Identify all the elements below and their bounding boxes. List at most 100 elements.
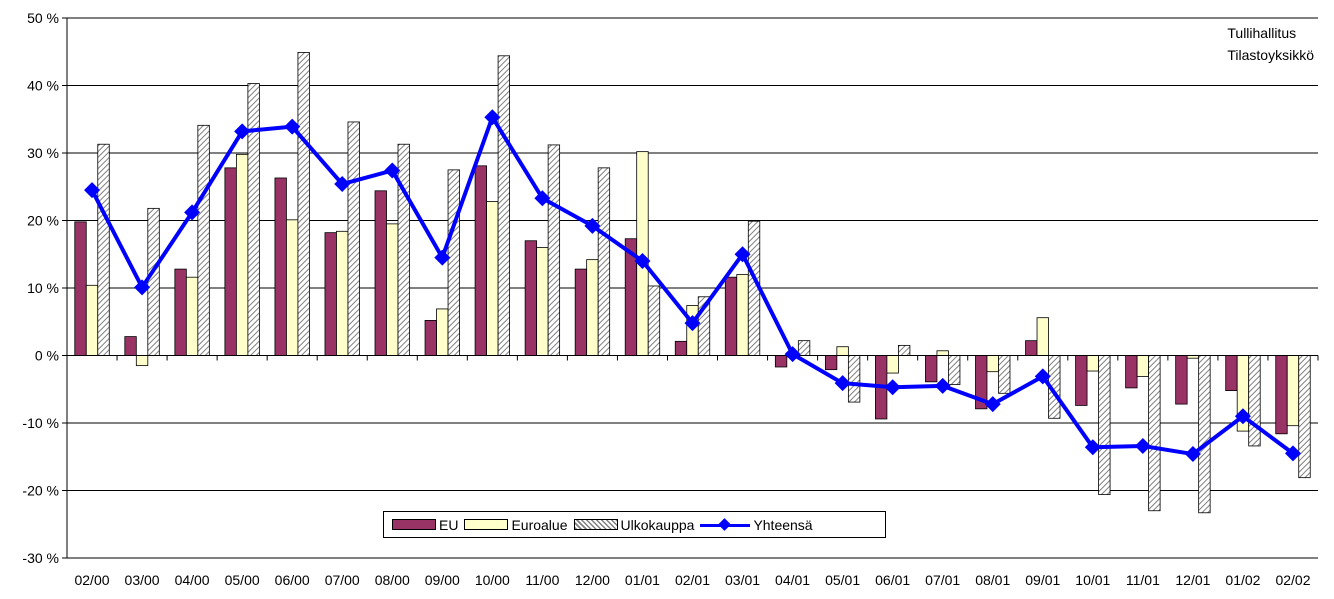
legend-label-eu: EU — [439, 516, 459, 533]
point-yhteensa — [834, 375, 851, 392]
point-yhteensa — [784, 346, 801, 363]
point-yhteensa — [534, 190, 551, 207]
bar-euroalue — [436, 308, 449, 356]
bar-eu — [1075, 355, 1088, 406]
point-yhteensa — [284, 118, 301, 135]
x-tick-label: 06/00 — [275, 572, 310, 588]
bar-ulkokauppa — [397, 143, 410, 356]
x-tick-label: 11/01 — [1126, 572, 1160, 588]
point-yhteensa — [334, 176, 351, 193]
x-tick-label: 08/01 — [975, 572, 1010, 588]
point-yhteensa — [484, 109, 501, 126]
point-yhteensa — [734, 246, 751, 263]
point-yhteensa — [134, 279, 151, 296]
bar-euroalue — [486, 201, 499, 356]
point-yhteensa — [1134, 437, 1151, 454]
bar-ulkokauppa — [1098, 355, 1111, 495]
legend-swatch-eu — [392, 519, 436, 530]
bar-eu — [574, 268, 588, 356]
x-tick-label: 02/01 — [675, 572, 710, 588]
tick-labels: 50 % 40 % 30 % 20 % 10 % 0 % -10 % -20 % -30 % 02… — [22, 10, 1310, 588]
bar-ulkokauppa — [948, 355, 961, 385]
bar-eu — [74, 221, 87, 356]
bar-ulkokauppa — [247, 83, 260, 356]
x-tick-label: 06/01 — [875, 572, 910, 588]
y-tick-label: 0 % — [35, 348, 59, 364]
point-yhteensa — [1084, 439, 1101, 456]
bar-euroalue — [886, 355, 899, 374]
x-tick-label: 03/00 — [125, 572, 160, 588]
x-tick-label: 11/00 — [525, 572, 559, 588]
bar-euroalue — [1036, 317, 1049, 356]
y-tick-label: 20 % — [27, 213, 59, 229]
bar-ulkokauppa — [1148, 355, 1161, 512]
bar-euroalue — [1086, 355, 1099, 372]
bar-ulkokauppa — [1248, 355, 1261, 447]
series-line — [84, 109, 1301, 463]
legend-item-ulkokauppa: Ulkokauppa — [573, 516, 695, 533]
y-tick-label: 40 % — [27, 78, 59, 94]
bar-euroalue — [536, 247, 549, 356]
bar-ulkokauppa — [147, 207, 160, 356]
y-tick-label: 10 % — [27, 280, 59, 296]
legend-label-euroalue: Euroalue — [511, 516, 568, 533]
bar-ulkokauppa — [898, 344, 911, 356]
point-yhteensa — [584, 217, 601, 234]
bar-euroalue — [336, 230, 349, 356]
x-tick-label: 05/00 — [225, 572, 260, 588]
x-tick-label: 02/02 — [1275, 572, 1310, 588]
bar-eu — [774, 355, 788, 368]
x-tick-label: 07/00 — [325, 572, 360, 588]
point-yhteensa — [1284, 445, 1301, 462]
bar-eu — [124, 336, 137, 356]
bar-eu — [374, 190, 387, 356]
bar-ulkokauppa — [1298, 355, 1311, 479]
bar-eu — [274, 177, 287, 356]
bar-euroalue — [135, 355, 149, 367]
y-tick-label: 30 % — [27, 145, 59, 161]
x-tick-label: 10/00 — [475, 572, 510, 588]
bar-eu — [824, 355, 838, 371]
bar-ulkokauppa — [998, 355, 1011, 394]
bar-euroalue — [586, 259, 599, 356]
bar-eu — [174, 268, 187, 356]
bar-euroalue — [936, 350, 949, 356]
x-tick-label: 01/01 — [625, 572, 660, 588]
x-tick-label: 12/00 — [575, 572, 610, 588]
bar-ulkokauppa — [547, 144, 561, 356]
bar-eu — [674, 340, 688, 356]
y-tick-label: -20 % — [22, 483, 59, 499]
x-tick-label: 02/00 — [74, 572, 109, 588]
note-line-2: Tilastoyksikkö — [1227, 47, 1314, 63]
bar-eu — [524, 240, 538, 356]
bar-euroalue — [85, 284, 99, 356]
bar-ulkokauppa — [197, 124, 210, 356]
bar-ulkokauppa — [647, 285, 661, 356]
bar-eu — [925, 355, 938, 383]
bar-ulkokauppa — [497, 55, 510, 356]
bar-euroalue — [986, 355, 999, 373]
point-yhteensa — [934, 377, 951, 394]
x-tick-label: 07/01 — [925, 572, 960, 588]
bar-euroalue — [286, 219, 299, 356]
legend: EU Euroalue Ulkokauppa Yhteensä — [383, 511, 886, 538]
bar-eu — [1275, 355, 1288, 435]
bar-euroalue — [1286, 355, 1300, 427]
legend-marker-yhteensa — [700, 519, 751, 531]
bar-eu — [1225, 355, 1238, 391]
point-yhteensa — [434, 249, 451, 266]
bar-ulkokauppa — [447, 169, 460, 356]
x-tick-label: 01/02 — [1225, 572, 1260, 588]
point-yhteensa — [1184, 446, 1201, 463]
legend-item-euroalue: Euroalue — [464, 516, 568, 533]
point-yhteensa — [684, 315, 701, 332]
x-tick-label: 12/01 — [1175, 572, 1210, 588]
point-yhteensa — [1034, 368, 1051, 385]
x-tick-label: 04/01 — [775, 572, 810, 588]
source-note: Tullihallitus Tilastoyksikkö — [1227, 22, 1314, 66]
legend-label-ulkokauppa: Ulkokauppa — [620, 516, 695, 533]
bar-euroalue — [736, 274, 749, 356]
bar-euroalue — [386, 223, 399, 356]
